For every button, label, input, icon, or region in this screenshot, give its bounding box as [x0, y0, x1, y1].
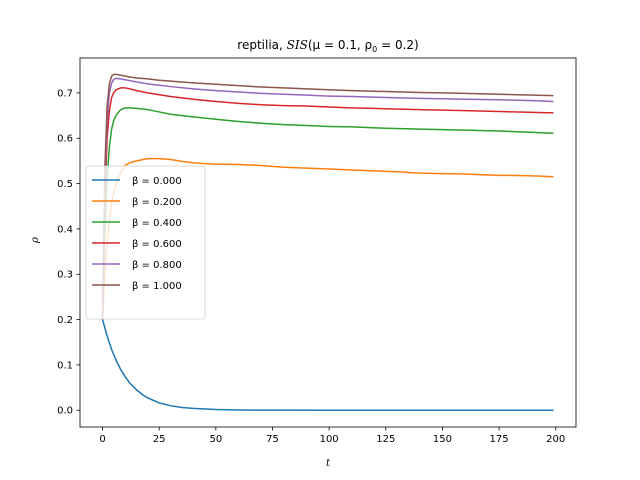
y-tick-label: 0.5 — [57, 179, 73, 190]
series-line-5 — [101, 73, 554, 320]
x-tick-label: 150 — [433, 434, 452, 445]
x-tick-label: 100 — [320, 434, 339, 445]
x-tick-label: 175 — [490, 434, 509, 445]
series-line-3 — [101, 87, 554, 320]
series-line-4 — [101, 77, 554, 320]
y-tick-label: 0.1 — [57, 360, 73, 371]
y-tick-label: 0.7 — [57, 88, 73, 99]
y-axis-label: ρ — [30, 237, 41, 244]
axes-frame — [79, 57, 577, 428]
x-tick-label: 0 — [99, 434, 105, 445]
x-tick-label: 25 — [153, 434, 166, 445]
series-line-0 — [101, 319, 554, 411]
x-tick-label: 200 — [546, 434, 565, 445]
x-tick-label: 125 — [376, 434, 395, 445]
legend-label-5: β = 1.000 — [132, 281, 182, 292]
x-tick-label: 75 — [266, 434, 279, 445]
y-tick-label: 0.2 — [57, 315, 73, 326]
legend-label-0: β = 0.000 — [132, 176, 182, 187]
y-tick-label: 0.3 — [57, 270, 73, 281]
legend-box — [85, 165, 206, 320]
y-tick-label: 0.0 — [57, 406, 73, 417]
chart-title: reptilia, SIS(μ = 0.1, ρ0 = 0.2) — [237, 38, 418, 54]
legend-label-3: β = 0.600 — [132, 239, 182, 250]
y-tick-label: 0.6 — [57, 134, 73, 145]
legend-label-2: β = 0.400 — [132, 218, 182, 229]
legend-label-1: β = 0.200 — [132, 197, 182, 208]
y-tick-label: 0.4 — [57, 224, 73, 235]
x-tick-label: 50 — [209, 434, 222, 445]
legend-label-4: β = 0.800 — [132, 260, 182, 271]
legend: β = 0.000 β = 0.200 β = 0.400 β = 0.600 β = … — [85, 165, 206, 320]
x-axis-label: t — [326, 458, 331, 469]
series-line-2 — [101, 107, 554, 320]
axes: 0 25 50 75 100 125 150 175 200 0.0 0.1 0.2 0.3 0.4 0.5… — [57, 57, 577, 445]
